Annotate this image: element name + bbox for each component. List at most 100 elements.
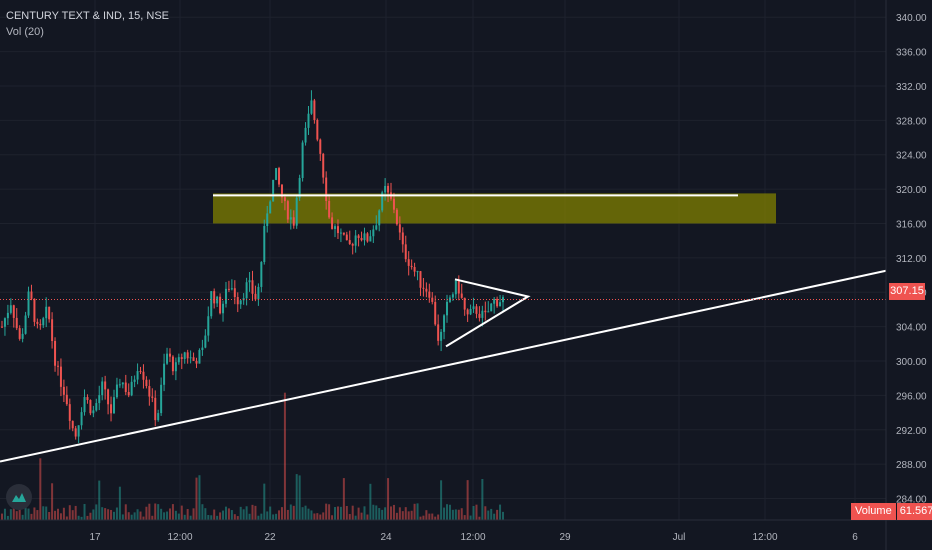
volume-bar xyxy=(272,514,275,520)
volume-bar xyxy=(21,514,24,520)
volume-bar xyxy=(168,508,171,520)
volume-bar xyxy=(39,458,42,520)
candle-body xyxy=(154,397,157,421)
candle-body xyxy=(378,210,381,226)
x-tick-label: 24 xyxy=(380,532,392,543)
volume-bar xyxy=(222,510,225,520)
candle-body xyxy=(130,381,133,396)
volume-bar xyxy=(446,504,449,520)
volume-bar xyxy=(496,509,499,520)
volume-bar xyxy=(295,474,298,520)
candle-body xyxy=(351,243,354,246)
volume-bar xyxy=(154,503,157,520)
volume-bar xyxy=(378,508,381,520)
volume-bar xyxy=(457,509,460,520)
y-tick-label: 296.00 xyxy=(896,391,927,402)
volume-bar xyxy=(98,480,101,520)
candle-body xyxy=(27,291,30,316)
volume-bar xyxy=(354,515,357,520)
candle-body xyxy=(392,198,395,210)
candle-body xyxy=(437,324,440,341)
candle-body xyxy=(151,396,154,398)
volume-bar xyxy=(493,513,496,520)
candle-body xyxy=(157,413,160,421)
candle-body xyxy=(219,296,222,314)
candle-body xyxy=(499,302,502,307)
candle-body xyxy=(121,382,124,385)
volume-bar xyxy=(236,516,239,520)
candle-body xyxy=(328,200,331,218)
candle-body xyxy=(422,287,425,289)
candle-body xyxy=(416,271,419,273)
volume-bar xyxy=(104,508,107,520)
supply-zone[interactable] xyxy=(213,193,776,224)
candle-body xyxy=(360,238,363,241)
x-tick-label: 12:00 xyxy=(460,532,485,543)
candle-body xyxy=(286,201,289,220)
candle-body xyxy=(77,425,80,437)
candle-body xyxy=(210,291,213,317)
volume-bar xyxy=(9,509,12,520)
tradingview-logo-icon[interactable] xyxy=(6,484,32,510)
candle-body xyxy=(89,400,92,414)
volume-bar xyxy=(448,504,451,520)
volume-bar xyxy=(313,513,316,520)
volume-bar xyxy=(51,483,54,520)
candle-body xyxy=(68,404,71,421)
volume-bar xyxy=(177,513,180,520)
candle-body xyxy=(201,347,204,351)
zone-rect xyxy=(213,193,776,224)
candle-body xyxy=(472,306,475,310)
volume-bar xyxy=(286,509,289,520)
candle-body xyxy=(446,301,449,316)
candle-body xyxy=(3,318,6,327)
volume-bar xyxy=(260,513,263,520)
volume-bar xyxy=(56,508,59,520)
volume-bar xyxy=(213,509,216,520)
volume-bar xyxy=(499,504,502,520)
volume-bar xyxy=(466,480,469,520)
volume-bar xyxy=(130,514,133,520)
volume-bar xyxy=(384,507,387,520)
volume-bar xyxy=(381,509,384,520)
volume-bar xyxy=(490,508,493,520)
volume-bar xyxy=(210,515,213,520)
volume-bar xyxy=(83,503,86,520)
candle-body xyxy=(33,298,36,322)
volume-bar xyxy=(254,505,257,520)
candle-body xyxy=(366,233,369,242)
candle-body xyxy=(163,363,166,385)
y-tick-label: 324.00 xyxy=(896,151,927,162)
volume-bar xyxy=(322,512,325,520)
volume-bar xyxy=(242,509,245,520)
volume-bar xyxy=(230,510,233,520)
volume-bar xyxy=(112,511,115,520)
y-tick-label: 300.00 xyxy=(896,357,927,368)
volume-bar xyxy=(68,505,71,520)
volume-bar xyxy=(77,515,80,520)
x-tick-label: 12:00 xyxy=(752,532,777,543)
volume-bar xyxy=(413,503,416,520)
volume-bar xyxy=(351,505,354,520)
volume-bar xyxy=(463,515,466,520)
candle-body xyxy=(443,315,446,332)
candle-body xyxy=(493,298,496,304)
volume-bar xyxy=(257,515,260,520)
volume-bar xyxy=(186,509,189,520)
drawings[interactable] xyxy=(0,194,887,463)
volume-bar xyxy=(207,514,210,520)
volume-bar xyxy=(472,505,475,520)
volume-bar xyxy=(195,477,198,520)
candle-body xyxy=(363,233,366,241)
volume-bar xyxy=(304,505,307,520)
y-tick-label: 312.00 xyxy=(896,254,927,265)
volume-bar xyxy=(133,512,136,520)
candle-body xyxy=(233,288,236,298)
candle-body xyxy=(369,236,372,242)
candle-body xyxy=(204,335,207,348)
candle-body xyxy=(381,192,384,211)
candle-body xyxy=(51,319,54,341)
volume-bar xyxy=(280,507,283,520)
volume-bars xyxy=(1,392,504,520)
